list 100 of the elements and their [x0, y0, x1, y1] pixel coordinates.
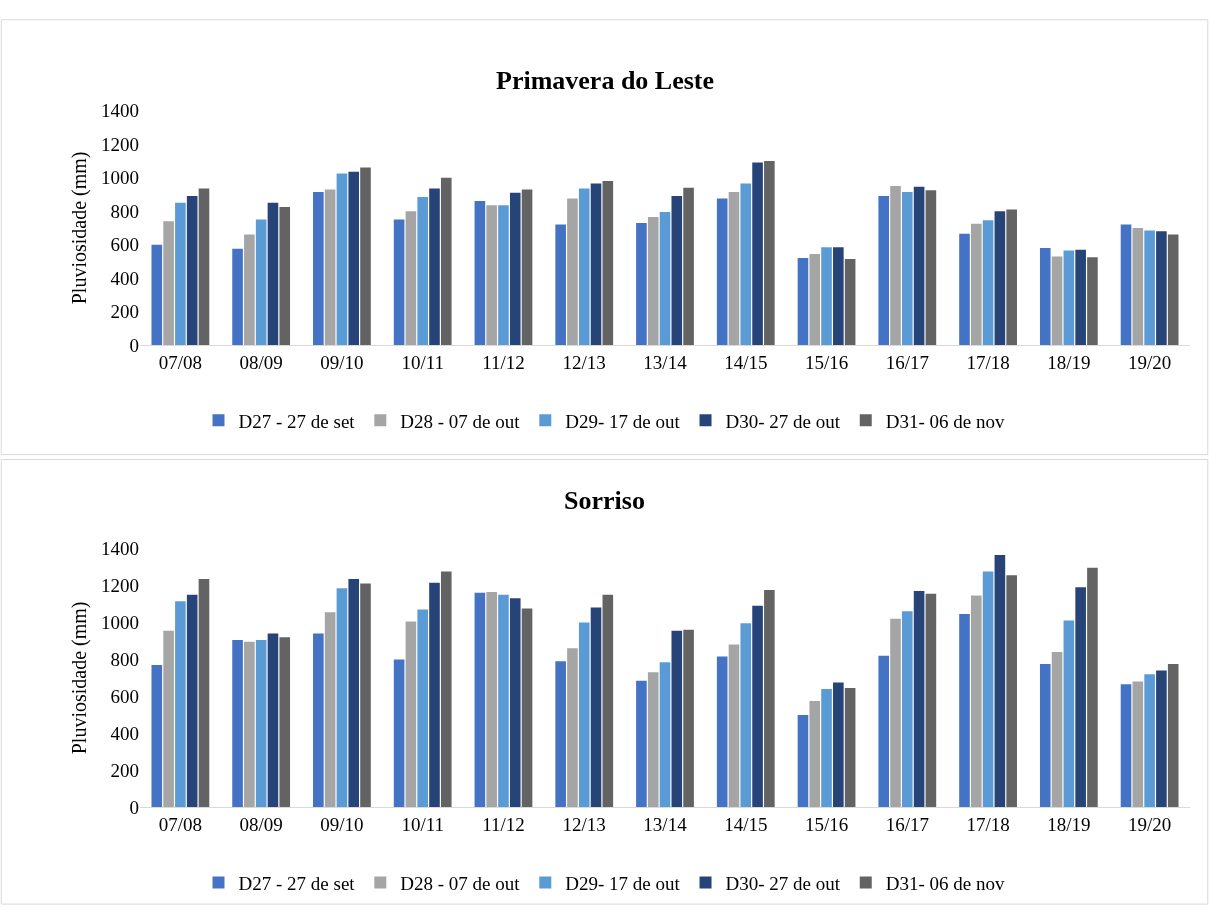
bar — [683, 187, 694, 346]
bar — [1144, 674, 1155, 808]
bar — [440, 571, 452, 808]
legend-label: D30- 27 de out — [725, 872, 841, 894]
legend-label: D30- 27 de out — [725, 410, 841, 432]
x-tick-label: 07/08 — [158, 814, 203, 836]
y-tick-label: 1400 — [101, 538, 139, 560]
y-tick-label: 1400 — [101, 100, 139, 122]
bar — [255, 219, 267, 346]
x-tick-label: 11/12 — [482, 351, 525, 373]
bar — [521, 189, 533, 346]
y-tick-label: 0 — [129, 797, 139, 819]
bar — [1075, 249, 1086, 346]
bar — [636, 680, 647, 808]
bar — [405, 211, 417, 346]
bar — [474, 592, 486, 808]
bar — [1167, 234, 1179, 346]
bar — [752, 605, 763, 808]
bar — [716, 198, 728, 346]
bar — [232, 248, 243, 346]
bar — [844, 258, 856, 346]
bar — [809, 701, 821, 808]
bar — [393, 219, 405, 346]
bar — [797, 714, 809, 808]
bar — [764, 590, 775, 808]
bar — [232, 639, 243, 808]
bar — [890, 618, 901, 808]
y-tick-label: 1000 — [101, 167, 139, 189]
bar — [198, 578, 210, 808]
bar — [313, 191, 324, 346]
bar — [1156, 670, 1167, 808]
bar — [175, 202, 186, 346]
bar — [324, 612, 336, 808]
x-tick-label: 13/14 — [643, 814, 688, 836]
bar — [970, 595, 982, 808]
bar — [970, 223, 982, 346]
bar — [163, 221, 174, 346]
x-tick-label: 19/20 — [1127, 814, 1172, 836]
bar — [486, 591, 497, 808]
y-tick-label: 800 — [110, 200, 139, 222]
x-tick-label: 18/19 — [1047, 351, 1091, 373]
bar — [1006, 209, 1017, 346]
bar — [175, 601, 186, 808]
chart-title: Primavera do Leste — [496, 66, 715, 95]
bar — [1120, 224, 1132, 346]
x-tick-label: 16/17 — [885, 351, 929, 373]
y-axis-title: Pluviosidade (mm) — [68, 151, 92, 305]
bar — [198, 188, 210, 346]
bar — [878, 196, 890, 346]
bar — [902, 191, 913, 346]
bar — [728, 644, 740, 808]
bar — [671, 196, 683, 346]
bar — [521, 608, 533, 808]
x-tick-label: 08/09 — [239, 351, 283, 373]
y-tick-label: 400 — [110, 267, 139, 289]
y-tick-label: 800 — [110, 649, 139, 671]
bar — [151, 244, 163, 346]
bar — [555, 661, 566, 808]
bar — [1132, 227, 1144, 346]
legend-label: D29- 17 de out — [565, 872, 681, 894]
bar — [752, 162, 763, 346]
bar — [982, 220, 994, 346]
bar — [890, 186, 901, 346]
bar — [486, 205, 497, 346]
chart-title: Sorriso — [564, 486, 645, 515]
bar — [163, 630, 174, 808]
x-tick-label: 11/12 — [482, 814, 525, 836]
y-tick-label: 600 — [110, 234, 139, 256]
bar — [671, 630, 683, 808]
bar — [833, 247, 844, 346]
y-tick-label: 1200 — [101, 133, 139, 155]
bar — [336, 173, 348, 346]
bar — [348, 171, 360, 346]
bar — [1063, 620, 1075, 808]
y-tick-label: 1200 — [101, 575, 139, 597]
bar — [498, 205, 509, 346]
x-tick-label: 10/11 — [401, 814, 444, 836]
bar — [844, 688, 856, 808]
bar — [994, 554, 1006, 808]
legend-label: D28 - 07 de out — [400, 410, 521, 432]
x-tick-label: 18/19 — [1047, 814, 1091, 836]
bar — [821, 688, 832, 808]
bar — [590, 607, 602, 808]
bar — [1039, 248, 1051, 346]
bar — [393, 659, 405, 808]
bar — [740, 183, 752, 346]
x-tick-label: 12/13 — [562, 351, 606, 373]
legend-label: D31- 06 de nov — [885, 872, 1005, 894]
bar — [1063, 250, 1075, 346]
y-tick-label: 400 — [110, 723, 139, 745]
x-tick-label: 09/10 — [320, 814, 364, 836]
bar — [740, 623, 752, 808]
bar — [1120, 684, 1132, 808]
bar — [602, 594, 614, 808]
legend-label: D27 - 27 de set — [238, 872, 356, 894]
legend-label: D27 - 27 de set — [238, 410, 356, 432]
bar — [555, 224, 566, 346]
legend-label: D31- 06 de nov — [885, 410, 1005, 432]
bar — [267, 633, 279, 808]
bar — [659, 662, 671, 808]
